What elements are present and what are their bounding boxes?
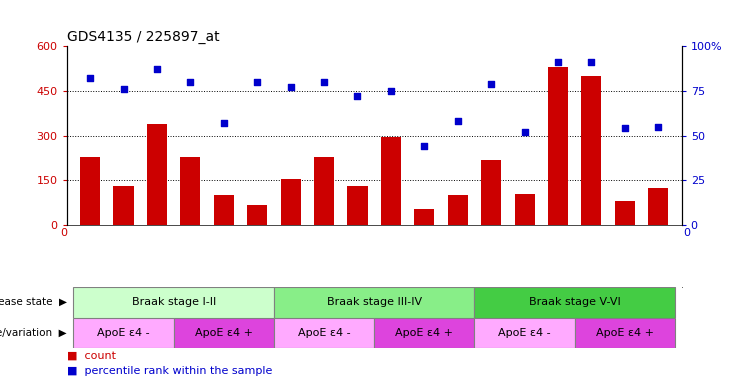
Point [452,118,464,124]
Point [251,79,263,85]
Point [419,143,431,149]
Bar [414,209,434,225]
Point [84,75,96,81]
Bar [615,201,635,225]
Bar [514,194,535,225]
Text: ApoE ε4 -: ApoE ε4 - [298,328,350,338]
Bar [648,188,668,225]
Point [619,126,631,132]
Bar [548,67,568,225]
Point [218,120,230,126]
Bar [582,76,602,225]
Text: disease state  ▶: disease state ▶ [0,297,67,307]
Text: ApoE ε4 +: ApoE ε4 + [396,328,453,338]
Text: Braak stage III-IV: Braak stage III-IV [327,297,422,307]
Text: ApoE ε4 -: ApoE ε4 - [97,328,150,338]
Text: ■  percentile rank within the sample: ■ percentile rank within the sample [67,366,272,376]
Bar [73,287,274,318]
Bar [281,179,301,225]
Bar [173,318,274,348]
Text: 0: 0 [60,228,67,238]
Bar [474,287,675,318]
Bar [213,195,234,225]
Point [485,81,497,87]
Point [318,79,330,85]
Bar [113,186,133,225]
Bar [180,157,200,225]
Text: Braak stage V-VI: Braak stage V-VI [529,297,621,307]
Text: 0: 0 [683,228,691,238]
Bar [481,159,501,225]
Point [552,59,564,65]
Bar [80,157,100,225]
Point [385,88,397,94]
Point [519,129,531,135]
Text: ApoE ε4 +: ApoE ε4 + [596,328,654,338]
Bar [274,318,374,348]
Text: Braak stage I-II: Braak stage I-II [131,297,216,307]
Bar [348,186,368,225]
Bar [575,318,675,348]
Point [652,124,664,130]
Bar [147,124,167,225]
Point [585,59,597,65]
Point [151,66,163,73]
Text: ApoE ε4 +: ApoE ε4 + [195,328,253,338]
Point [185,79,196,85]
Bar [274,287,474,318]
Text: genotype/variation  ▶: genotype/variation ▶ [0,328,67,338]
Bar [381,137,401,225]
Bar [448,195,468,225]
Point [351,93,363,99]
Text: ■  count: ■ count [67,350,116,360]
Text: GDS4135 / 225897_at: GDS4135 / 225897_at [67,30,219,44]
Point [118,86,130,92]
Text: ApoE ε4 -: ApoE ε4 - [498,328,551,338]
Point [285,84,296,90]
Bar [314,157,334,225]
Bar [374,318,474,348]
Bar [73,318,173,348]
Bar [247,205,268,225]
Bar [474,318,575,348]
